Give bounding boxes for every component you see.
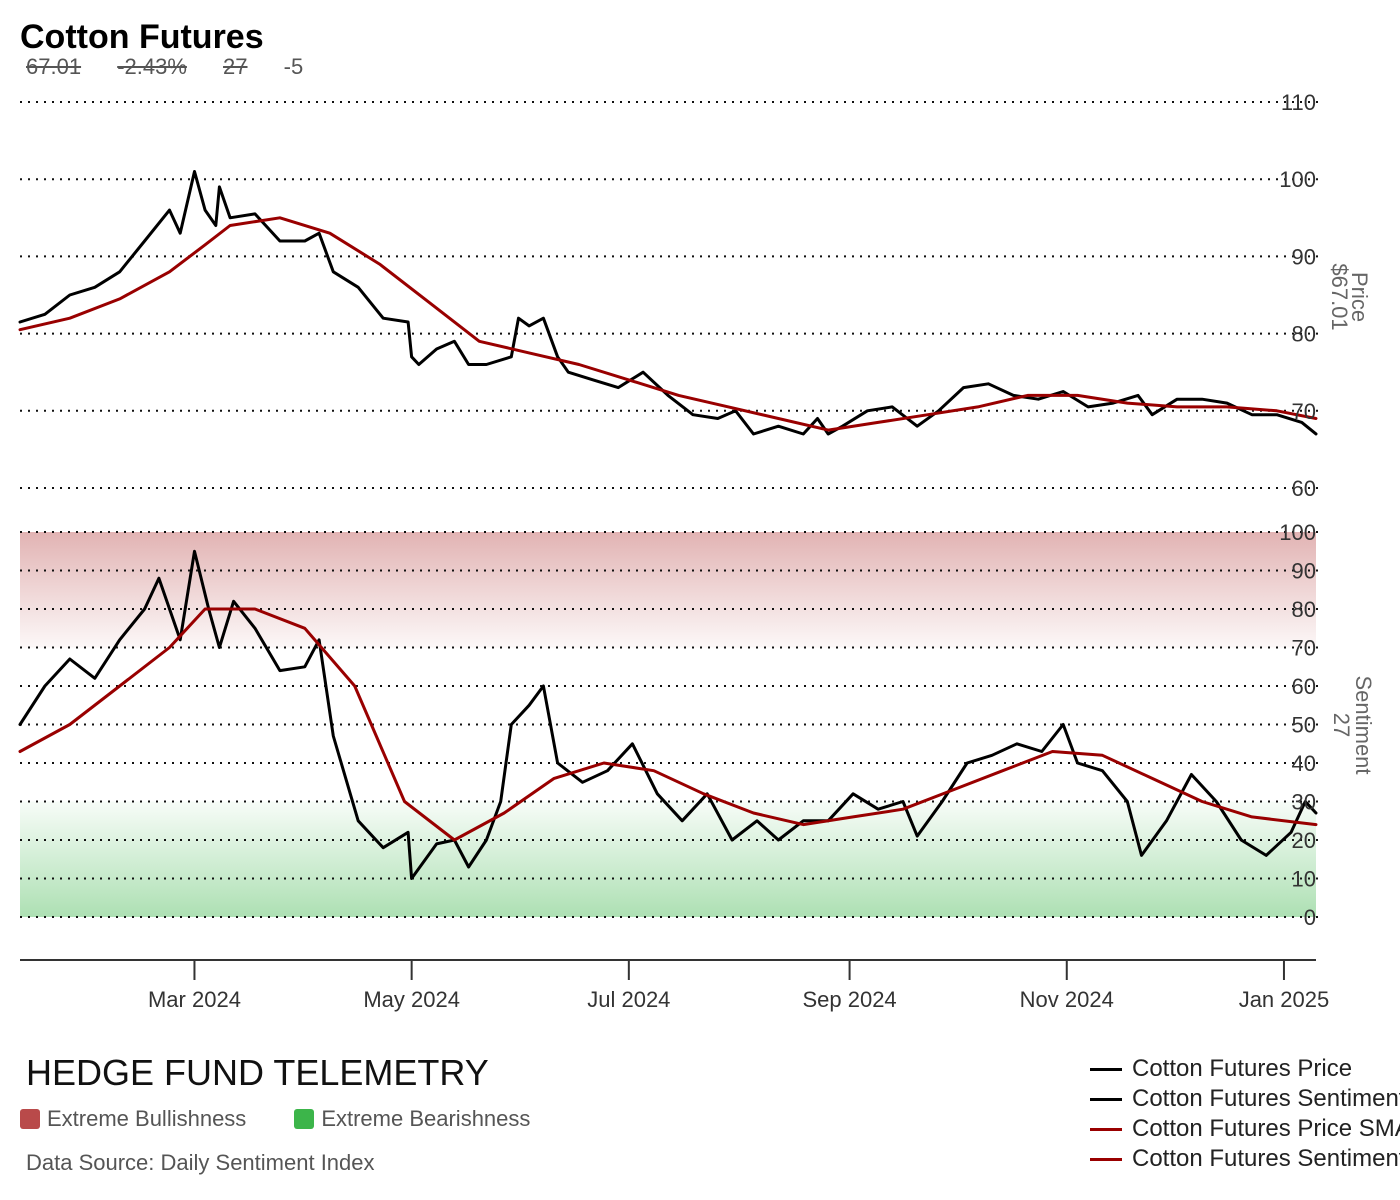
price-tick-label: 100 — [1279, 167, 1316, 192]
sentiment-line — [18, 549, 1318, 880]
chart-canvas: 60 70 80 90 100 110 0 10 20 30 40 50 60 70 80 90 100 Mar … — [18, 90, 1376, 1012]
x-tick-label: May 2024 — [363, 987, 460, 1012]
sentiment-change: -5 — [283, 54, 304, 79]
price-tick-label: 90 — [1292, 244, 1316, 269]
price-last-value-label: $67.01 — [1327, 263, 1352, 330]
zone-label-bearish: Extreme Bearishness — [321, 1106, 531, 1131]
price-value: 67.01 — [26, 54, 82, 79]
extreme-bullish-band — [20, 532, 1316, 648]
sentiment-tick-label: 0 — [1304, 905, 1316, 930]
sentiment-tick-label: 40 — [1292, 751, 1316, 776]
zone-legend-bearish[interactable]: Extreme Bearishness — [294, 1106, 530, 1132]
price-tick-label: 70 — [1292, 399, 1316, 424]
legend-label: Cotton Futures Sentiment — [1132, 1085, 1400, 1112]
legend-item-price[interactable]: Cotton Futures Price — [1090, 1054, 1400, 1084]
price-tick-label: 80 — [1292, 322, 1316, 347]
sentiment-sma-line — [18, 607, 1318, 842]
x-tick-label: Nov 2024 — [1020, 987, 1114, 1012]
legend-item-price-sma[interactable]: Cotton Futures Price SMA — [1090, 1114, 1400, 1144]
legend-label: Cotton Futures Sentiment SMA — [1132, 1145, 1400, 1172]
zone-label-bullish: Extreme Bullishness — [47, 1106, 247, 1131]
series-legend: Cotton Futures Price Cotton Futures Sent… — [1090, 1054, 1400, 1174]
zone-legend-bullish[interactable]: Extreme Bullishness — [20, 1106, 246, 1132]
bearish-swatch — [294, 1109, 315, 1129]
x-tick-label: Jul 2024 — [587, 987, 670, 1012]
brand-name: HEDGE FUND TELEMETRY — [26, 1052, 489, 1093]
sentiment-tick-label: 100 — [1279, 520, 1316, 545]
price-line — [18, 170, 1318, 436]
x-tick-label: Jan 2025 — [1239, 987, 1330, 1012]
stats-row: 67.01 -2.43% 27 -5 — [26, 54, 333, 80]
data-source: Data Source: Daily Sentiment Index — [26, 1150, 375, 1175]
sentiment-tick-label: 60 — [1292, 674, 1316, 699]
legend-label: Cotton Futures Price SMA — [1132, 1115, 1400, 1142]
extreme-bearish-band — [20, 801, 1316, 917]
legend-line-icon — [1090, 1157, 1122, 1161]
x-tick-label: Sep 2024 — [802, 987, 896, 1012]
sentiment-tick-label: 30 — [1292, 790, 1316, 815]
sentiment-tick-label: 90 — [1292, 559, 1316, 584]
legend-item-sentiment-sma[interactable]: Cotton Futures Sentiment SMA — [1090, 1144, 1400, 1174]
price-tick-label: 110 — [1281, 90, 1316, 115]
sentiment-last-value-label: 27 — [1329, 713, 1354, 737]
sentiment-axis-label: Sentiment — [1351, 675, 1376, 774]
price-sma-line — [18, 216, 1318, 432]
x-tick-label: Mar 2024 — [148, 987, 241, 1012]
legend-item-sentiment[interactable]: Cotton Futures Sentiment — [1090, 1084, 1400, 1114]
legend-label: Cotton Futures Price — [1132, 1055, 1353, 1082]
sentiment-tick-label: 20 — [1292, 828, 1316, 853]
price-axis-label: Price — [1347, 272, 1372, 322]
sentiment-tick-label: 80 — [1292, 597, 1316, 622]
chart-title: Cotton Futures — [20, 18, 264, 56]
sentiment-tick-label: 70 — [1292, 636, 1316, 661]
legend-line-icon — [1090, 1127, 1122, 1131]
price-change: -2.43% — [117, 54, 187, 79]
sentiment-tick-label: 10 — [1292, 867, 1316, 892]
legend-line-icon — [1090, 1097, 1122, 1101]
sentiment-tick-label: 50 — [1292, 713, 1316, 738]
price-tick-label: 60 — [1292, 476, 1316, 501]
legend-line-icon — [1090, 1067, 1122, 1071]
bullish-swatch — [20, 1109, 40, 1129]
zone-legend: Extreme Bullishness Extreme Bearishness — [20, 1106, 578, 1132]
sentiment-value: 27 — [223, 54, 248, 79]
